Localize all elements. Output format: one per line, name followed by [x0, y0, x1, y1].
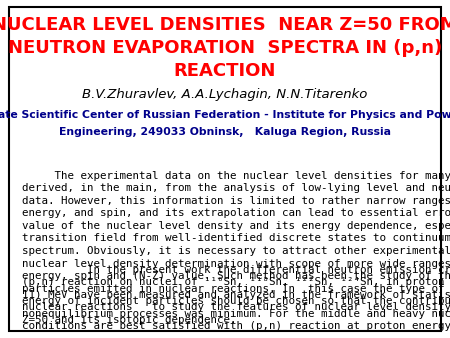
Text: NEUTRON EVAPORATION  SPECTRA IN (p,n): NEUTRON EVAPORATION SPECTRA IN (p,n): [8, 39, 442, 57]
Text: B.V.Zhuravlev, A.A.Lychagin, N.N.Titarenko: B.V.Zhuravlev, A.A.Lychagin, N.N.Titaren…: [82, 88, 368, 101]
Text: REACTION: REACTION: [174, 62, 276, 80]
Text: Engineering, 249033 Obninsk,   Kaluga Region, Russia: Engineering, 249033 Obninsk, Kaluga Regi…: [59, 127, 391, 137]
Text: The experimental data on the nuclear level densities for many nuclei are
derived: The experimental data on the nuclear lev…: [22, 171, 450, 331]
Text: State Scientific Center of Russian Federation - Institute for Physics and Power: State Scientific Center of Russian Feder…: [0, 110, 450, 120]
Text: In the present work the differential neutron emission cross-sections for
(p,n) r: In the present work the differential neu…: [22, 265, 450, 325]
Text: NUCLEAR LEVEL DENSITIES  NEAR Z=50 FROM: NUCLEAR LEVEL DENSITIES NEAR Z=50 FROM: [0, 16, 450, 33]
